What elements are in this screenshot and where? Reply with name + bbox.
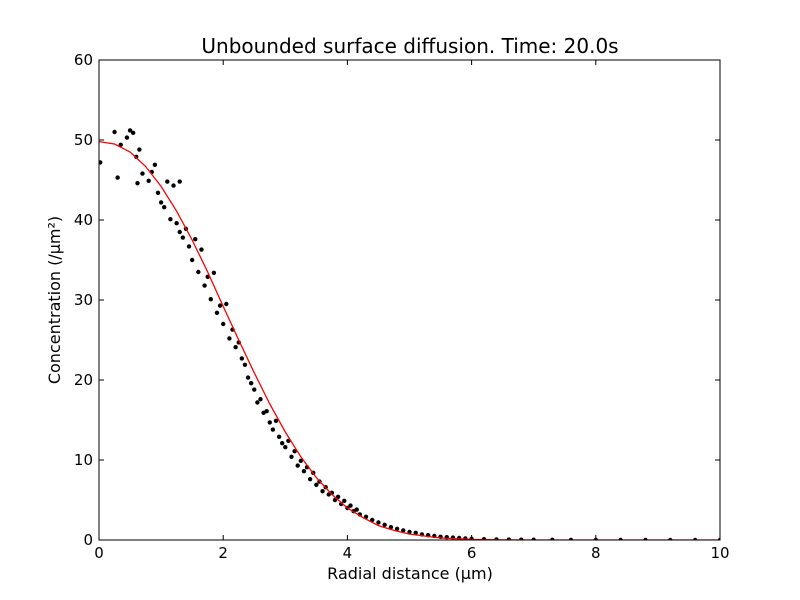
data-point	[248, 381, 254, 386]
data-point	[295, 463, 300, 468]
data-point	[292, 449, 297, 454]
data-point	[99, 160, 103, 165]
data-point	[221, 321, 226, 327]
data-point	[245, 375, 251, 380]
data-point	[314, 482, 319, 487]
axes: 0 2 4 6 8 10 0 10 20 30 40 50 60	[74, 51, 730, 562]
data-point	[171, 183, 176, 188]
data-layer	[99, 128, 720, 540]
data-point	[135, 181, 140, 186]
y-tick-label: 10	[74, 451, 93, 469]
x-tick-label: 10	[710, 544, 729, 562]
data-point	[301, 469, 307, 474]
y-tick-label: 60	[74, 51, 93, 69]
data-point	[199, 247, 204, 252]
data-point	[152, 162, 158, 167]
data-point	[298, 458, 304, 463]
data-point	[140, 171, 145, 176]
data-point	[258, 397, 263, 402]
data-point	[180, 235, 186, 240]
data-point	[130, 130, 136, 135]
data-point	[283, 445, 288, 450]
x-tick-label: 4	[343, 544, 353, 562]
data-point	[217, 303, 223, 308]
y-tick-label: 20	[74, 371, 93, 389]
data-point	[307, 477, 313, 482]
x-tick-label: 2	[218, 544, 228, 562]
data-point	[401, 528, 406, 533]
data-point	[382, 522, 387, 527]
data-point	[165, 179, 170, 184]
data-point	[168, 217, 173, 222]
y-tick-label: 0	[83, 531, 93, 549]
data-point	[342, 498, 347, 503]
data-point	[124, 135, 130, 140]
data-point	[255, 400, 260, 405]
data-point	[189, 257, 195, 263]
data-point	[162, 205, 167, 210]
y-axis-label: Concentration (/µm²)	[45, 216, 64, 384]
data-point	[112, 129, 117, 135]
data-point	[376, 520, 381, 525]
data-point	[193, 237, 198, 242]
data-point	[214, 310, 220, 315]
data-point	[280, 441, 285, 446]
data-point	[158, 200, 164, 205]
data-point	[267, 420, 272, 425]
data-point	[354, 507, 359, 512]
data-point	[227, 336, 232, 341]
data-point	[242, 362, 248, 367]
data-point	[211, 270, 217, 275]
data-point	[320, 489, 325, 494]
data-point	[202, 283, 207, 288]
data-point	[289, 454, 294, 459]
data-point	[177, 229, 182, 235]
data-point	[146, 178, 151, 183]
data-point	[270, 427, 276, 432]
x-tick-label: 6	[467, 544, 477, 562]
x-axis-label: Radial distance (µm)	[327, 564, 493, 583]
data-point	[273, 418, 279, 423]
data-point	[233, 345, 238, 350]
data-point	[177, 179, 182, 184]
data-point	[276, 434, 282, 439]
data-point	[196, 269, 201, 275]
data-point	[155, 190, 161, 195]
y-tick-label: 50	[74, 131, 93, 149]
data-point	[370, 517, 375, 523]
data-point	[115, 175, 120, 180]
data-point	[252, 387, 257, 392]
data-point	[186, 244, 192, 249]
data-point	[208, 297, 213, 302]
y-tick-label: 40	[74, 211, 93, 229]
data-point	[137, 147, 142, 152]
chart-title: Unbounded surface diffusion. Time: 20.0s	[201, 34, 618, 58]
x-tick-label: 8	[591, 544, 601, 562]
y-tick-label: 30	[74, 291, 93, 309]
data-point	[264, 409, 269, 414]
data-point	[407, 529, 412, 535]
data-point	[394, 526, 400, 531]
data-point	[127, 128, 133, 133]
data-point	[348, 503, 353, 508]
data-point	[413, 530, 418, 535]
data-point	[239, 356, 245, 361]
data-point	[224, 301, 229, 307]
data-point	[174, 221, 179, 226]
data-point	[335, 494, 341, 499]
data-point	[388, 525, 394, 530]
plot-area	[99, 128, 720, 540]
x-tick-label: 0	[94, 544, 104, 562]
